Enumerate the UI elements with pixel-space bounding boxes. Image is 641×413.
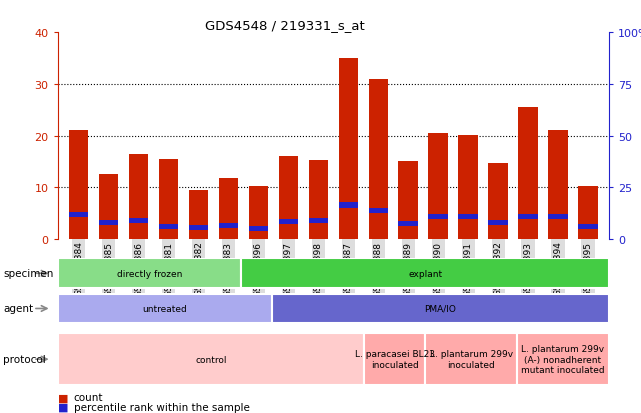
Text: percentile rank within the sample: percentile rank within the sample — [74, 402, 249, 412]
Bar — [249, 187, 268, 240]
Bar — [219, 223, 238, 229]
Bar — [129, 218, 148, 223]
Bar — [399, 162, 418, 240]
Bar — [219, 178, 238, 240]
Bar — [428, 214, 448, 219]
Bar — [458, 135, 478, 240]
Text: count: count — [74, 392, 103, 402]
Bar — [399, 221, 418, 227]
Bar — [548, 131, 568, 240]
Text: untreated: untreated — [142, 304, 187, 313]
Text: GDS4548 / 219331_s_at: GDS4548 / 219331_s_at — [205, 19, 365, 31]
Bar — [519, 108, 538, 240]
Text: explant: explant — [408, 269, 442, 278]
Text: control: control — [195, 355, 226, 364]
Bar — [99, 175, 119, 240]
FancyBboxPatch shape — [425, 334, 517, 385]
Bar — [548, 214, 568, 219]
FancyBboxPatch shape — [58, 334, 364, 385]
Bar — [279, 157, 298, 240]
Bar — [69, 212, 88, 217]
Text: directly frozen: directly frozen — [117, 269, 182, 278]
FancyBboxPatch shape — [517, 334, 609, 385]
FancyBboxPatch shape — [58, 294, 272, 324]
Text: specimen: specimen — [3, 268, 54, 279]
Text: ■: ■ — [58, 402, 68, 412]
FancyBboxPatch shape — [242, 259, 609, 288]
Bar — [488, 163, 508, 240]
Bar — [308, 161, 328, 240]
Text: L. plantarum 299v
(A-) nonadherent
mutant inoculated: L. plantarum 299v (A-) nonadherent mutan… — [521, 344, 605, 374]
Bar — [188, 190, 208, 240]
Bar — [488, 221, 508, 225]
Bar — [188, 225, 208, 231]
Bar — [249, 227, 268, 232]
Text: L. plantarum 299v
inoculated: L. plantarum 299v inoculated — [429, 350, 513, 369]
Text: PMA/IO: PMA/IO — [424, 304, 456, 313]
Bar — [159, 159, 178, 240]
Text: ■: ■ — [58, 392, 68, 402]
Bar — [69, 131, 88, 240]
FancyBboxPatch shape — [364, 334, 425, 385]
Bar — [99, 221, 119, 225]
Bar — [458, 214, 478, 219]
Bar — [338, 203, 358, 208]
FancyBboxPatch shape — [58, 259, 242, 288]
Text: agent: agent — [3, 304, 33, 314]
Bar — [159, 225, 178, 230]
Bar — [578, 225, 597, 230]
Text: protocol: protocol — [3, 354, 46, 364]
Bar — [308, 218, 328, 223]
Bar — [369, 208, 388, 213]
Bar — [338, 59, 358, 240]
Bar — [129, 154, 148, 240]
Bar — [578, 186, 597, 240]
Bar — [369, 79, 388, 240]
FancyBboxPatch shape — [272, 294, 609, 324]
Bar — [279, 219, 298, 225]
Text: L. paracasei BL23
inoculated: L. paracasei BL23 inoculated — [354, 350, 435, 369]
Bar — [428, 134, 448, 240]
Bar — [519, 214, 538, 219]
